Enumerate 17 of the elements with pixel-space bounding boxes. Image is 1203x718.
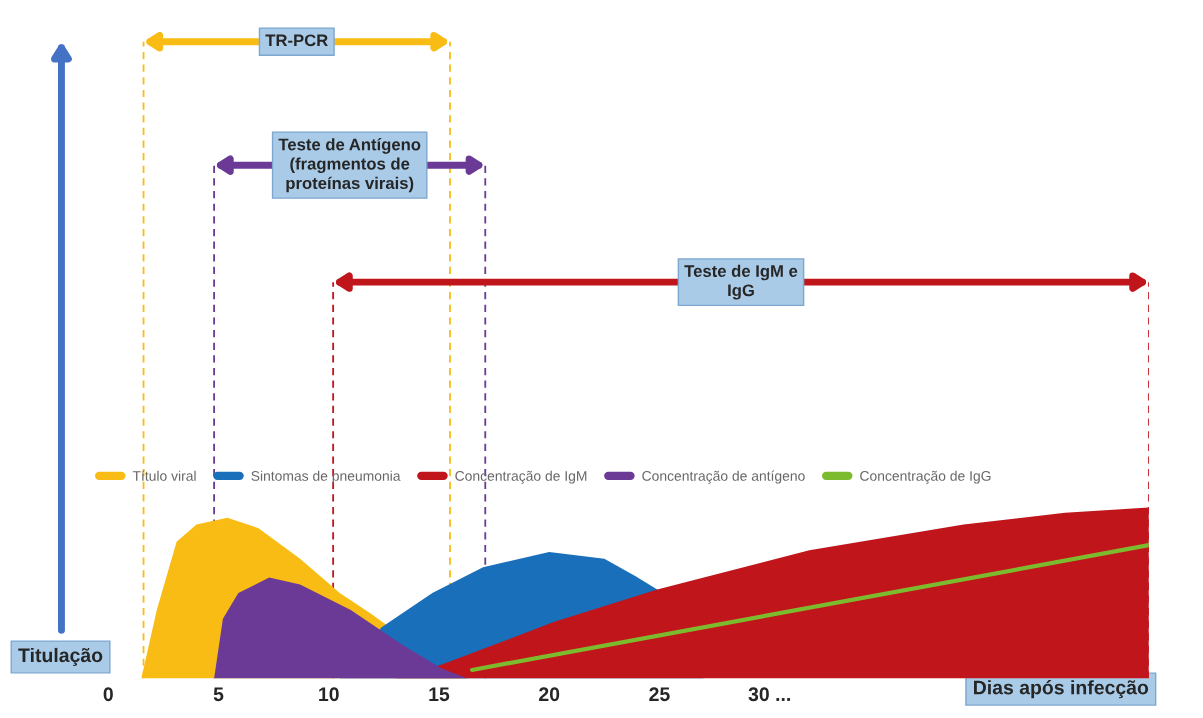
legend-label: Concentração de antígeno	[642, 470, 805, 484]
x-tick-label: 15	[429, 687, 450, 702]
legend-label: Concentração de IgG	[860, 470, 991, 484]
text: TR-PCR	[265, 34, 328, 47]
text: Teste de Antígeno (fragmentos de proteínas virais)	[278, 138, 421, 193]
legend-label: Sintomas de pneumonia	[251, 470, 401, 484]
x-axis-title: Dias após infecção	[974, 679, 1149, 699]
x-tick-label: 5	[213, 687, 224, 702]
x-tick-label: 20	[539, 687, 560, 702]
text: Teste de IgM e IgG	[684, 264, 798, 300]
x-tick-label: 0	[103, 687, 113, 702]
x-tick-label: 25	[649, 687, 670, 702]
x-tick-label: 30 ...	[748, 687, 790, 702]
legend-label: Concentração de IgM	[455, 470, 587, 484]
legend-label: Título viral	[132, 470, 196, 481]
y-axis-title: Titulação	[18, 647, 103, 667]
x-tick-label: 10	[319, 687, 339, 702]
